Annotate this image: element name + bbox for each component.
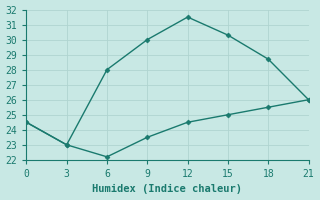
X-axis label: Humidex (Indice chaleur): Humidex (Indice chaleur)	[92, 184, 243, 194]
